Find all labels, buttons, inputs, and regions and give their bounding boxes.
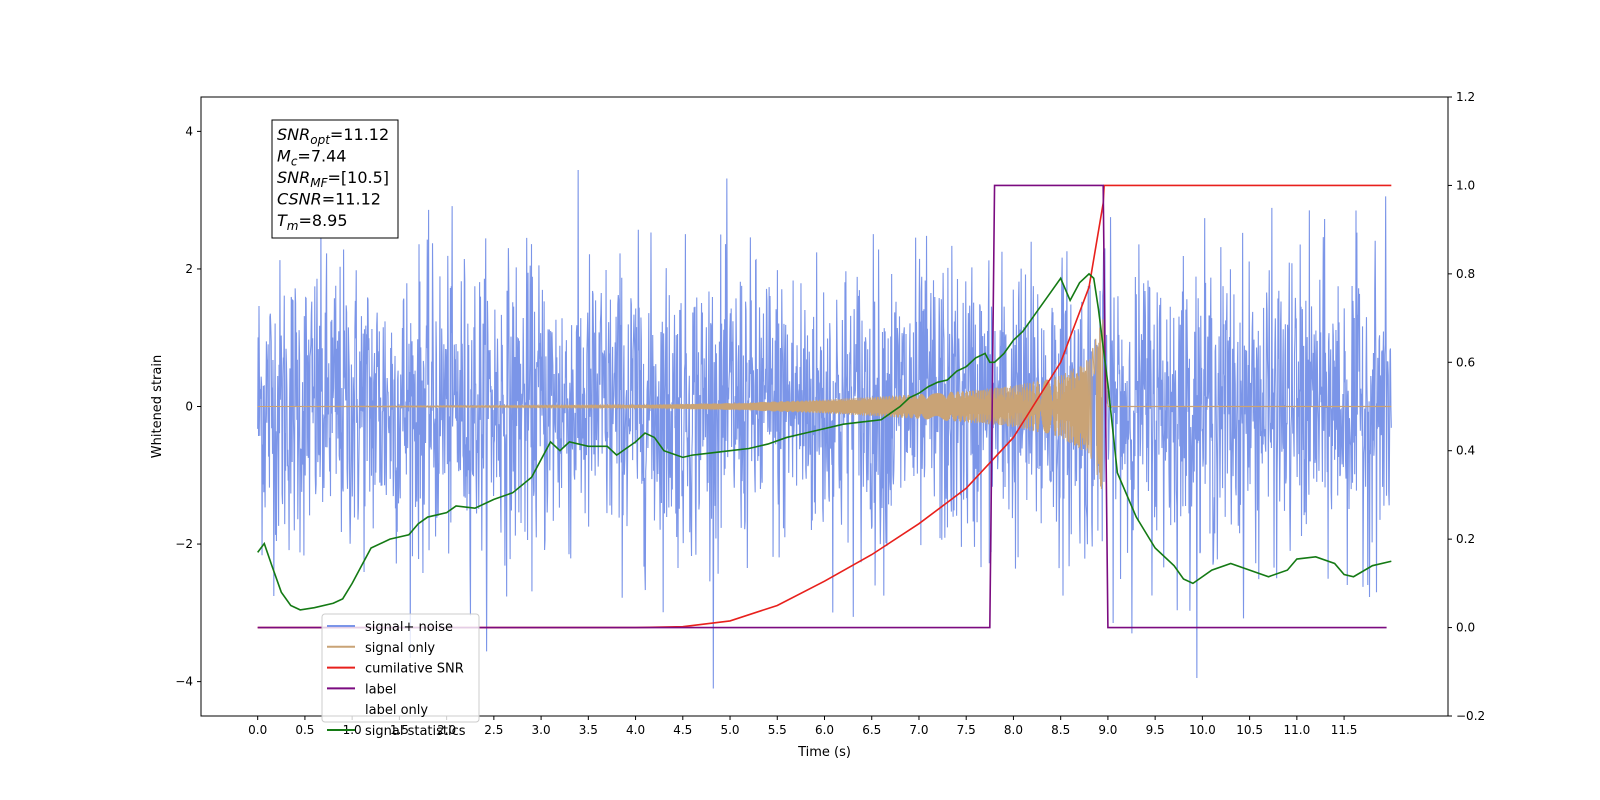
annotation-subscript: m (287, 219, 299, 233)
y-tick-label: 0 (185, 400, 193, 414)
annotation-line: CSNR=11.12 (277, 190, 381, 209)
x-tick-label: 10.5 (1236, 723, 1263, 737)
y2-tick-label: 1.0 (1456, 178, 1475, 192)
annotation-line: SNRMF=[10.5] (277, 168, 389, 190)
annotation-symbol: M (277, 147, 291, 166)
x-tick-label: 11.5 (1331, 723, 1358, 737)
annotation-symbol: T (277, 211, 288, 230)
annotation-value: =11.12 (322, 190, 381, 209)
legend: signal+ noise signal only cumilative SNR la… (321, 613, 480, 739)
y2-tick-label: 0.2 (1456, 532, 1475, 546)
annotation-value: =7.44 (297, 147, 346, 166)
x-tick-label: 7.5 (957, 723, 976, 737)
x-tick-label: 6.0 (815, 723, 834, 737)
annotation-value: =[10.5] (328, 168, 390, 187)
y-axis-title: Whitened strain (150, 355, 165, 458)
annotation-frame (271, 119, 399, 239)
series-label (257, 184, 1387, 629)
y2-tick-label: 0.6 (1456, 355, 1475, 369)
series-cumilative-snr (257, 184, 1392, 629)
x-tick-label: 9.5 (1146, 723, 1165, 737)
legend-label-signal-only: signal only (365, 641, 435, 656)
x-tick-label: 0.5 (295, 723, 314, 737)
x-tick-label: 4.0 (626, 723, 645, 737)
x-tick-label: 7.0 (909, 723, 928, 737)
annotation-symbol: CSNR (277, 190, 322, 209)
annotation-line: Tm=8.95 (277, 211, 348, 233)
x-tick-label: 11.0 (1283, 723, 1310, 737)
x-tick-label: 2.5 (484, 723, 503, 737)
x-tick-label: 4.5 (673, 723, 692, 737)
y-tick-label: 4 (185, 124, 193, 138)
x-tick-label: 6.5 (862, 723, 881, 737)
x-tick-label: 3.5 (579, 723, 598, 737)
x-tick-label: 5.0 (720, 723, 739, 737)
legend-frame (321, 613, 480, 723)
annotation-symbol: SNR (277, 125, 310, 144)
y2-tick-label: −0.2 (1456, 709, 1485, 723)
y2-tick-label: 0.0 (1456, 621, 1475, 635)
x-tick-label: 2.0 (437, 723, 456, 737)
y2-tick-label: 0.8 (1456, 267, 1475, 281)
y-tick-label: −4 (175, 675, 193, 689)
series-signal-only (257, 319, 1109, 490)
legend-label-signal-statistics: signal statistics (365, 724, 466, 739)
stats-annotation-box: SNRopt=11.12Mc=7.44SNRMF=[10.5]CSNR=11.1… (271, 119, 399, 239)
annotation-symbol: SNR (277, 168, 310, 187)
annotation-line: SNRopt=11.12 (277, 125, 389, 147)
annotation-subscript: opt (310, 133, 331, 147)
series-signal-statistics (257, 272, 1392, 611)
x-tick-label: 8.0 (1004, 723, 1023, 737)
plot-area (257, 169, 1392, 689)
x-tick-label: 1.5 (390, 723, 409, 737)
series-signal-noise (257, 169, 1392, 689)
annotation-value: =11.12 (330, 125, 389, 144)
annotation-value: =8.95 (298, 211, 347, 230)
y-tick-label: 2 (185, 262, 193, 276)
x-axis-title: Time (s) (797, 745, 851, 760)
x-tick-label: 9.0 (1098, 723, 1117, 737)
legend-label-label: label (365, 682, 396, 697)
x-tick-label: 3.0 (532, 723, 551, 737)
y-axis-left: −4 −2 0 2 4 (175, 124, 201, 689)
legend-label-signal-noise: signal+ noise (365, 620, 453, 635)
x-tick-label: 8.5 (1051, 723, 1070, 737)
annotation-line: Mc=7.44 (277, 147, 346, 169)
x-tick-label: 0.0 (248, 723, 267, 737)
legend-label-label-only: label only (365, 703, 428, 718)
y-axis-right: −0.2 0.0 0.2 0.4 0.6 0.8 1.0 1.2 (1448, 90, 1485, 723)
annotation-subscript: c (291, 155, 298, 169)
y2-tick-label: 1.2 (1456, 90, 1475, 104)
x-tick-label: 5.5 (768, 723, 787, 737)
legend-label-cumilative-snr: cumilative SNR (365, 662, 464, 677)
y-tick-label: −2 (175, 537, 193, 551)
annotation-subscript: MF (310, 176, 328, 190)
x-tick-label: 10.0 (1189, 723, 1216, 737)
y2-tick-label: 0.4 (1456, 444, 1475, 458)
